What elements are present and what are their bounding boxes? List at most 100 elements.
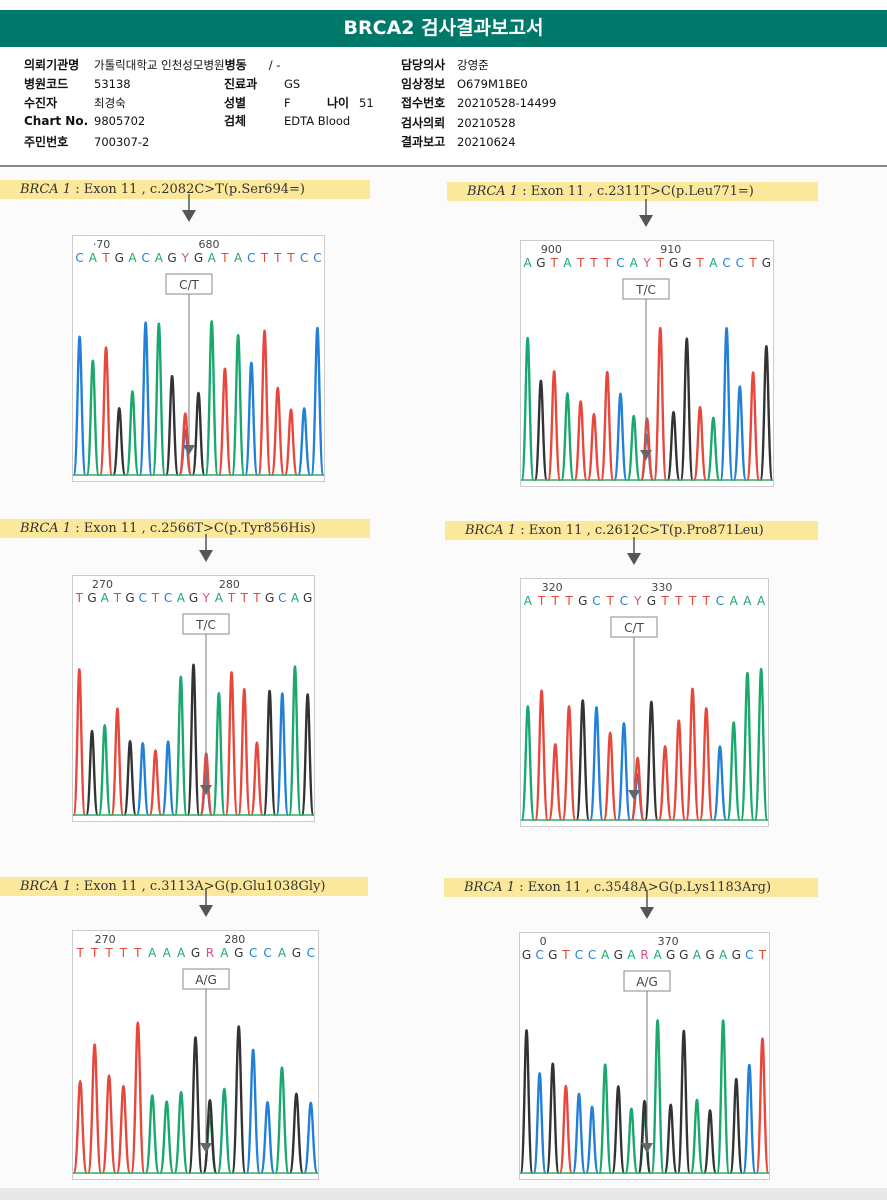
age-label: 나이 <box>327 96 350 110</box>
variant-label: BRCA 1 : Exon 11 , c.2082C>T(p.Ser694=) <box>0 180 370 199</box>
position-tick: 280 <box>219 578 240 591</box>
base-call: T <box>133 946 142 960</box>
ward-value: / - <box>268 58 281 72</box>
trace-C <box>613 327 748 482</box>
call-box <box>165 273 213 295</box>
gene-name: BRCA 1 <box>464 880 516 895</box>
base-call: G <box>578 594 587 608</box>
bottom-bar <box>0 1188 887 1200</box>
institution-label: 의뢰기관명 <box>24 58 80 72</box>
position-tick: 320 <box>542 581 563 594</box>
receipt-no-label: 접수번호 <box>401 96 446 110</box>
chromatogram: 270 280 T G A T G C T C A G Y A T T T G C A G T/C <box>72 534 315 822</box>
variant-text: : Exon 11 , c.2082C>T(p.Ser694=) <box>75 182 305 197</box>
genotype-call: C/T <box>624 621 644 635</box>
base-call: A <box>601 948 610 962</box>
base-call: R <box>206 946 214 960</box>
base-call: T <box>286 251 295 265</box>
base-call: T <box>113 591 122 605</box>
base-call: C <box>716 594 724 608</box>
base-call: G <box>191 946 200 960</box>
chromatogram: ·70 680 C A T G A C A G Y G A T A C T T T C C C/T <box>72 194 325 482</box>
trace-A <box>520 336 721 482</box>
trace-T <box>558 1037 770 1175</box>
gene-name: BRCA 1 <box>20 879 72 894</box>
trace-G <box>112 374 206 477</box>
position-tick: 270 <box>95 933 116 946</box>
base-call: G <box>548 948 557 962</box>
base-call: G <box>189 591 198 605</box>
base-call: T <box>660 594 669 608</box>
variant-label: BRCA 1 : Exon 11 , c.3113A>G(p.Glu1038Gl… <box>0 877 368 896</box>
report-date-value: 20210624 <box>457 135 516 149</box>
call-box <box>182 968 230 990</box>
call-arrow-icon <box>183 445 195 455</box>
base-call: G <box>705 948 714 962</box>
position-tick: 0 <box>540 935 547 948</box>
chromatogram: 270 280 T T T T T A A A G R A G C C A G C A/G <box>72 889 319 1180</box>
base-call: A <box>101 591 110 605</box>
base-call: C <box>313 251 321 265</box>
base-call: T <box>695 256 704 270</box>
base-call: G <box>292 946 301 960</box>
base-call: Y <box>202 591 211 605</box>
patient-label: 수진자 <box>24 96 58 110</box>
base-call: A <box>177 946 186 960</box>
base-call: A <box>234 251 243 265</box>
patient-info: 의뢰기관명 가톨릭대학교 인천성모병원병동 / - 병원코드 53138 수진자 최경숙… <box>0 48 887 167</box>
base-call: T <box>674 594 683 608</box>
base-call: T <box>564 594 573 608</box>
trace-G <box>533 337 774 482</box>
trace-T <box>72 1021 146 1175</box>
base-call: T <box>748 256 757 270</box>
trace-C <box>589 706 728 822</box>
age-value: 51 <box>359 96 374 110</box>
base-call: G <box>762 256 771 270</box>
base-call: C <box>263 946 271 960</box>
position-tick: 680 <box>199 238 220 251</box>
base-call: T <box>101 251 110 265</box>
base-call: C <box>588 948 596 962</box>
base-call: C <box>278 591 286 605</box>
trace-C <box>72 321 325 477</box>
base-call: C <box>616 256 624 270</box>
base-call: C <box>575 948 583 962</box>
base-call: G <box>732 948 741 962</box>
base-call: G <box>679 948 688 962</box>
base-call: G <box>125 591 134 605</box>
trace-T <box>98 329 299 477</box>
base-call: C <box>620 594 628 608</box>
variant-label: BRCA 1 : Exon 11 , c.2566T>C(p.Tyr856His… <box>0 519 370 538</box>
base-call: T <box>606 594 615 608</box>
base-call: A <box>291 591 300 605</box>
trace-G <box>519 1029 744 1175</box>
base-call: G <box>522 948 531 962</box>
variant-text: : Exon 11 , c.2311T>C(p.Leu771=) <box>522 184 754 199</box>
base-call: Y <box>633 594 642 608</box>
trace-A <box>97 665 302 817</box>
base-call: T <box>537 594 546 608</box>
chromatogram: 0 370 G C G T C C A G A R A G G A G A G C T A/G <box>519 891 770 1180</box>
base-call: A <box>730 594 739 608</box>
base-call: T <box>76 946 85 960</box>
report-title: BRCA2 검사결과보고서 <box>0 10 887 47</box>
base-call: G <box>115 251 124 265</box>
base-call: T <box>119 946 128 960</box>
position-tick: 280 <box>224 933 245 946</box>
report-date-label: 결과보고 <box>401 135 446 149</box>
base-call: G <box>666 948 675 962</box>
base-call: T <box>589 256 598 270</box>
chromatogram: 320 330 A T T T G C T C Y G T T T T C A A A C/T <box>520 537 769 827</box>
base-call: T <box>758 948 767 962</box>
position-tick: ·70 <box>93 238 111 251</box>
gene-name: BRCA 1 <box>20 521 72 536</box>
doctor-value: 강영준 <box>457 58 489 72</box>
base-call: A <box>709 256 718 270</box>
base-call: Y <box>642 256 651 270</box>
gene-name: BRCA 1 <box>467 184 519 199</box>
call-box <box>182 613 230 635</box>
base-call: A <box>148 946 157 960</box>
variant-text: : Exon 11 , c.2566T>C(p.Tyr856His) <box>75 521 316 536</box>
ward-label: 병동 <box>224 58 247 72</box>
base-call: C <box>300 251 308 265</box>
